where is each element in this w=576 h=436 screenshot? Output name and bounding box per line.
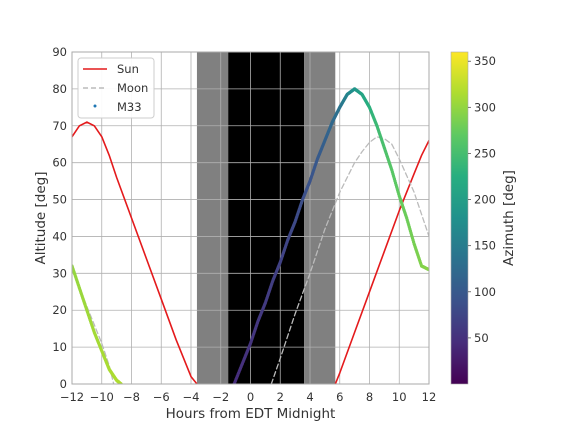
colorbar-tick-label: 300 (474, 100, 496, 114)
twilight-band (196, 52, 229, 384)
colorbar-gradient (450, 51, 469, 385)
x-tick-label: −8 (123, 390, 140, 404)
colorbar-tick-label: 150 (474, 239, 496, 253)
x-tick-label: 8 (366, 390, 373, 404)
y-axis-label: Altitude [deg] (33, 171, 49, 264)
x-tick-label: −2 (212, 390, 229, 404)
colorbar-tick-label: 200 (474, 193, 496, 207)
legend-m33-swatch (93, 104, 97, 108)
colorbar-tick-label: 50 (474, 331, 489, 345)
x-tick-label: 6 (336, 390, 343, 404)
y-tick-label: 60 (52, 156, 67, 170)
y-tick-label: 50 (52, 193, 67, 207)
x-tick-label: 2 (277, 390, 284, 404)
y-tick-label: 0 (60, 377, 67, 391)
colorbar-tick-label: 250 (474, 146, 496, 160)
night-band (228, 52, 305, 384)
y-tick-label: 70 (52, 119, 67, 133)
y-axis-ticks: 0 10 20 30 40 50 60 70 80 90 (52, 45, 67, 391)
x-tick-label: 12 (422, 390, 437, 404)
y-tick-label: 80 (52, 82, 67, 96)
sun-line (72, 121, 198, 384)
x-tick-label: −10 (90, 390, 114, 404)
legend: Sun Moon M33 (77, 57, 155, 119)
y-tick-label: 10 (52, 340, 67, 354)
x-axis-label: Hours from EDT Midnight (166, 406, 336, 422)
y-tick-label: 40 (52, 229, 67, 243)
x-tick-label: 4 (306, 390, 313, 404)
colorbar-tick-label: 100 (474, 285, 496, 299)
legend-frame (77, 57, 155, 119)
twilight-band (304, 52, 336, 384)
legend-m33-label: M33 (117, 100, 142, 114)
colorbar-ticks: 50 100 150 200 250 300 350 (468, 54, 496, 345)
x-tick-label: −6 (153, 390, 170, 404)
x-tick-label: −4 (183, 390, 200, 404)
colorbar: 50 100 150 200 250 300 350 Azimuth [deg] (450, 51, 517, 385)
x-tick-label: 10 (392, 390, 407, 404)
colorbar-label: Azimuth [deg] (501, 170, 517, 266)
x-tick-label: −12 (60, 390, 84, 404)
sun-line (334, 139, 429, 384)
x-axis-ticks: −12 −10 −8 −6 −4 −2 0 2 4 6 8 10 12 (60, 390, 436, 404)
twilight-bands (196, 52, 336, 384)
data-series (72, 87, 429, 384)
plot-frame (71, 51, 430, 385)
y-tick-label: 30 (52, 266, 67, 280)
x-tick-label: 0 (247, 390, 254, 404)
colorbar-tick-label: 350 (474, 54, 496, 68)
legend-sun-label: Sun (117, 62, 139, 76)
legend-moon-label: Moon (117, 81, 148, 95)
y-tick-label: 90 (52, 45, 67, 59)
y-tick-label: 20 (52, 303, 67, 317)
moon-line (270, 136, 429, 384)
